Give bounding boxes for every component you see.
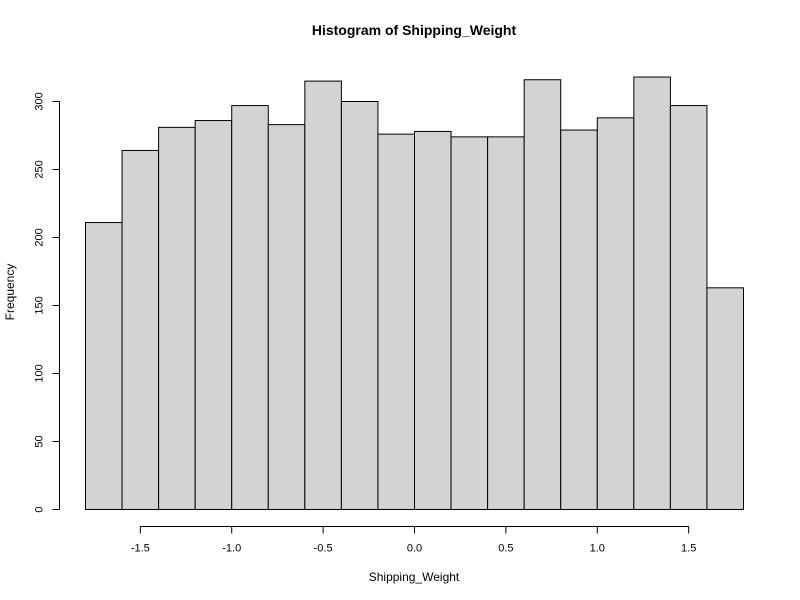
histogram-bar [633,76,671,511]
histogram-bar [231,105,269,511]
histogram-bar [706,287,745,510]
y-tick-label: 100 [34,364,46,382]
y-tick-label: 50 [34,435,46,447]
histogram-bar [85,222,123,510]
y-tick-label: 0 [34,506,46,512]
histogram-bar [523,79,562,511]
x-tick-label: 1.0 [590,543,605,555]
x-tick-label: 1.5 [681,543,696,555]
histogram-bar [450,136,489,511]
y-axis-label: Frequency [3,264,17,321]
x-tick-label: -0.5 [314,543,333,555]
histogram-bar [377,133,416,510]
y-tick-label: 250 [34,160,46,178]
y-tick-label: 200 [34,228,46,246]
histogram-bar [487,136,525,511]
histogram-bar [121,149,160,511]
histogram-bar [194,120,233,510]
histogram-bar [340,101,379,510]
x-axis: -1.5 -1.0 -0.5 0.0 0.5 1.0 1.5 [131,526,696,555]
chart-title: Histogram of Shipping_Weight [312,22,517,38]
y-tick-label: 300 [34,92,46,110]
histogram-bar [414,130,452,510]
y-axis: 0 50 100 150 200 250 300 [34,92,60,513]
x-axis-label: Shipping_Weight [369,570,460,584]
histogram-bar [267,124,306,511]
histogram-bar [304,80,342,510]
bars-group [85,76,745,511]
histogram-bar [596,117,635,510]
histogram-bar [560,129,598,510]
x-tick-label: 0.0 [407,543,422,555]
x-tick-label: -1.0 [222,543,241,555]
x-tick-label: -1.5 [131,543,150,555]
histogram-bar [669,105,708,511]
histogram-bar [158,126,196,510]
x-tick-label: 0.5 [498,543,513,555]
y-tick-label: 150 [34,296,46,314]
